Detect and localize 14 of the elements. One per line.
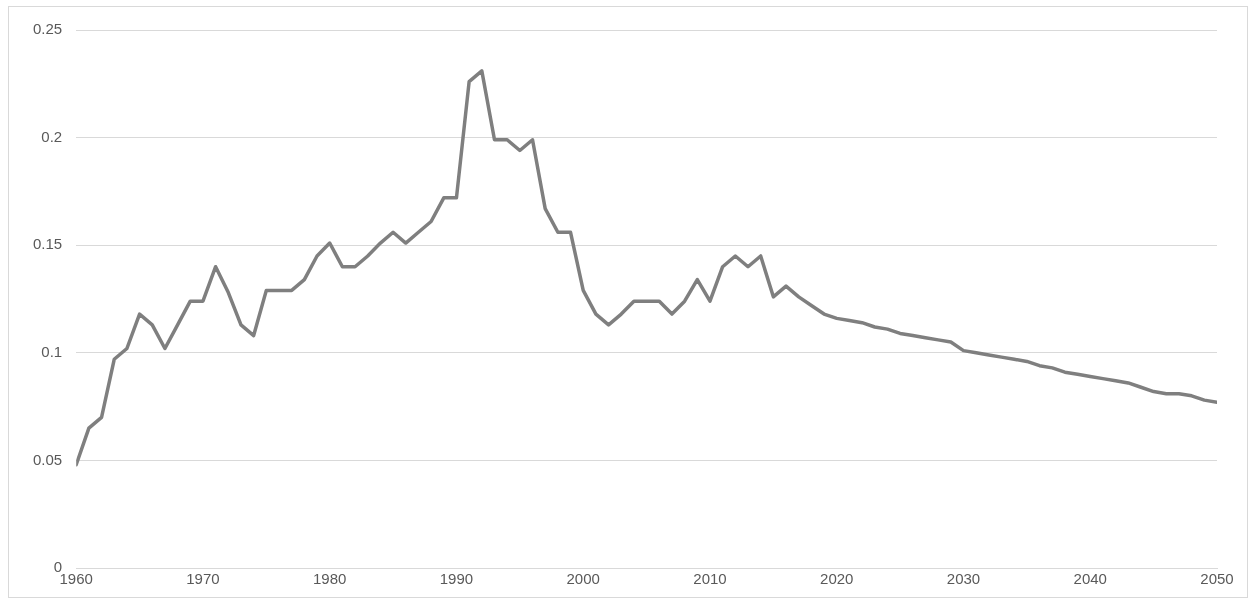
y-tick-label: 0.15 bbox=[32, 235, 63, 253]
x-tick-label: 2020 bbox=[820, 570, 854, 588]
x-tick-label: 2050 bbox=[1200, 570, 1234, 588]
y-tick-label: 0.2 bbox=[41, 127, 63, 145]
x-tick-label: 1990 bbox=[439, 570, 474, 588]
y-tick-label: 0.25 bbox=[32, 20, 63, 38]
y-tick-label: 0.1 bbox=[41, 342, 63, 360]
x-tick-label: 2030 bbox=[946, 570, 981, 588]
x-tick-label: 1970 bbox=[186, 570, 220, 588]
x-tick-label: 2000 bbox=[566, 570, 600, 588]
y-tick-label: 0.05 bbox=[32, 450, 63, 468]
x-tick-label: 1980 bbox=[313, 570, 347, 588]
x-tick-label: 2040 bbox=[1073, 570, 1107, 588]
x-tick-label: 2010 bbox=[693, 570, 727, 588]
